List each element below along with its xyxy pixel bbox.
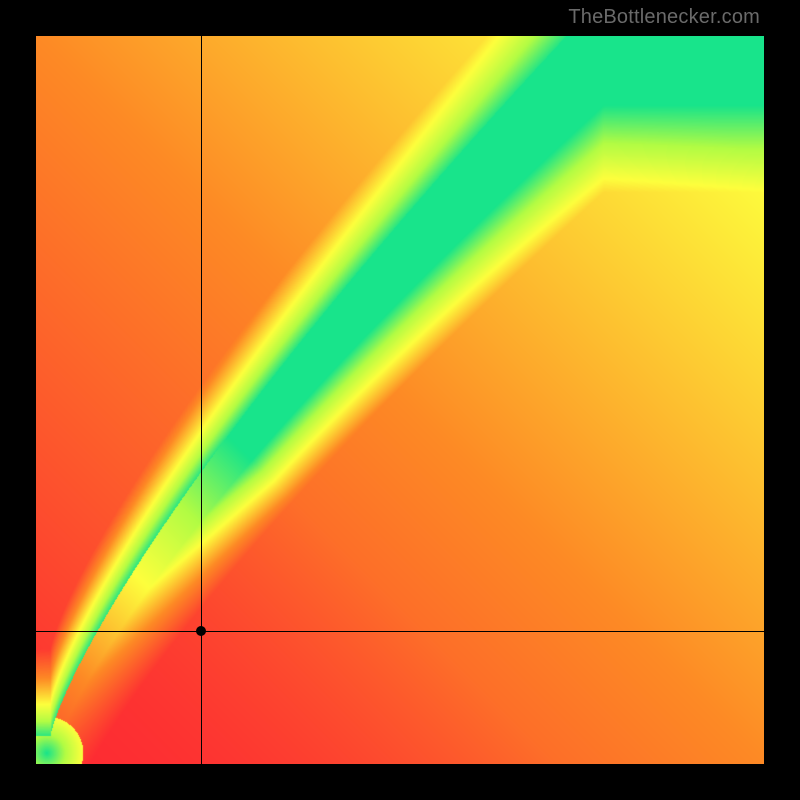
crosshair-horizontal	[36, 631, 764, 632]
watermark-text: TheBottlenecker.com	[568, 6, 760, 29]
heatmap-canvas	[36, 36, 764, 764]
crosshair-vertical	[201, 36, 202, 764]
chart-container: TheBottlenecker.com	[0, 0, 800, 800]
crosshair-marker	[196, 626, 206, 636]
plot-area	[36, 36, 764, 764]
